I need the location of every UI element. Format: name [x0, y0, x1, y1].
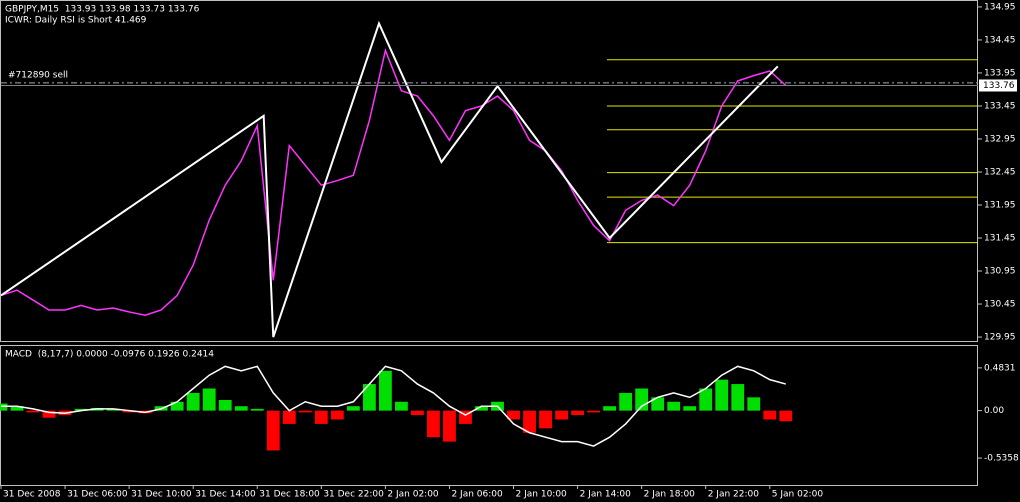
macd-bar — [731, 384, 745, 411]
trade-label: #712890 sell — [8, 70, 68, 80]
macd-bar — [10, 406, 24, 411]
macd-bar — [266, 410, 280, 451]
line — [0, 20, 779, 338]
macd-bar — [186, 392, 200, 411]
y-tick-label: -0.5358 — [984, 454, 1019, 464]
price-panel — [0, 0, 978, 342]
macd-bar — [378, 370, 392, 411]
macd-bar — [523, 410, 536, 433]
x-tick-label: 2 Jan 10:00 — [516, 490, 568, 500]
last-price-box — [979, 79, 1017, 92]
y-tick-label: 134.95 — [984, 2, 1016, 12]
y-tick-label: 0.4831 — [984, 363, 1016, 373]
macd-bar — [603, 406, 617, 411]
macd-bar — [330, 410, 344, 420]
macd-bar — [763, 410, 777, 420]
y-tick-label: 130.45 — [984, 300, 1016, 310]
macd-bar — [122, 410, 136, 413]
macd-bar — [587, 410, 601, 413]
macd-bar — [298, 410, 312, 413]
line — [0, 47, 787, 317]
macd-bar — [507, 410, 520, 420]
last-price-label: 133.76 — [983, 81, 1015, 91]
macd-bar — [74, 408, 88, 411]
macd-bar — [571, 410, 584, 416]
macd-bar — [779, 410, 793, 422]
macd-bar — [427, 410, 440, 438]
y-tick-label: 131.95 — [984, 201, 1016, 211]
x-tick-label: 31 Dec 06:00 — [67, 490, 128, 500]
x-tick-label: 31 Dec 10:00 — [131, 490, 192, 500]
macd-bar — [250, 408, 264, 411]
x-tick-label: 31 Dec 2008 — [3, 490, 61, 500]
y-tick-label: 134.45 — [984, 35, 1016, 45]
macd-bar — [667, 401, 681, 411]
macd-bar — [218, 400, 232, 411]
x-tick-label: 2 Jan 22:00 — [708, 490, 760, 500]
macd-bar — [555, 410, 568, 420]
macd-bar — [346, 406, 360, 411]
y-tick-label: 130.95 — [984, 267, 1016, 277]
x-tick-label: 31 Dec 22:00 — [323, 490, 384, 500]
x-tick-label: 2 Jan 18:00 — [644, 490, 696, 500]
x-tick-label: 31 Dec 14:00 — [195, 490, 256, 500]
macd-bar — [699, 388, 713, 411]
macd-bar — [26, 410, 40, 413]
y-tick-label: 0.00 — [984, 406, 1004, 416]
macd-title: MACD (8,17,7) 0.0000 -0.0976 0.1926 0.24… — [5, 350, 214, 360]
y-tick-label: 129.95 — [984, 333, 1016, 343]
y-tick-label: 132.95 — [984, 134, 1016, 144]
y-tick-label: 133.45 — [984, 101, 1016, 111]
y-tick-label: 133.95 — [984, 68, 1016, 78]
macd-bar — [683, 406, 697, 411]
line — [1, 365, 787, 447]
price-title: GBPJPY,M15 133.93 133.98 133.73 133.76 — [5, 5, 200, 15]
macd-bar — [475, 406, 488, 411]
x-tick-label: 2 Jan 06:00 — [451, 490, 503, 500]
x-tick-label: 2 Jan 14:00 — [580, 490, 632, 500]
y-tick-label: 132.45 — [984, 167, 1016, 177]
macd-bar — [362, 384, 376, 411]
macd-bar — [234, 406, 248, 411]
macd-bar — [170, 401, 184, 411]
macd-bar — [747, 397, 761, 411]
macd-bar — [42, 410, 56, 418]
macd-bar — [106, 408, 120, 411]
macd-bar — [443, 410, 456, 442]
macd-bar — [539, 410, 552, 429]
macd-bar — [715, 379, 729, 411]
x-tick-label: 2 Jan 02:00 — [387, 490, 439, 500]
indicator-text: ICWR: Daily RSI is Short 41.469 — [5, 16, 147, 26]
macd-bar — [0, 403, 8, 411]
x-tick-label: 5 Jan 02:00 — [772, 490, 824, 500]
macd-bar — [282, 410, 296, 424]
macd-bar — [314, 410, 328, 424]
macd-bar — [411, 410, 424, 416]
macd-bar — [202, 388, 216, 411]
macd-bar — [619, 392, 633, 411]
y-tick-label: 131.45 — [984, 234, 1016, 244]
macd-bar — [651, 397, 665, 411]
macd-panel — [0, 345, 978, 486]
x-tick-label: 31 Dec 18:00 — [259, 490, 320, 500]
macd-bar — [395, 401, 408, 411]
